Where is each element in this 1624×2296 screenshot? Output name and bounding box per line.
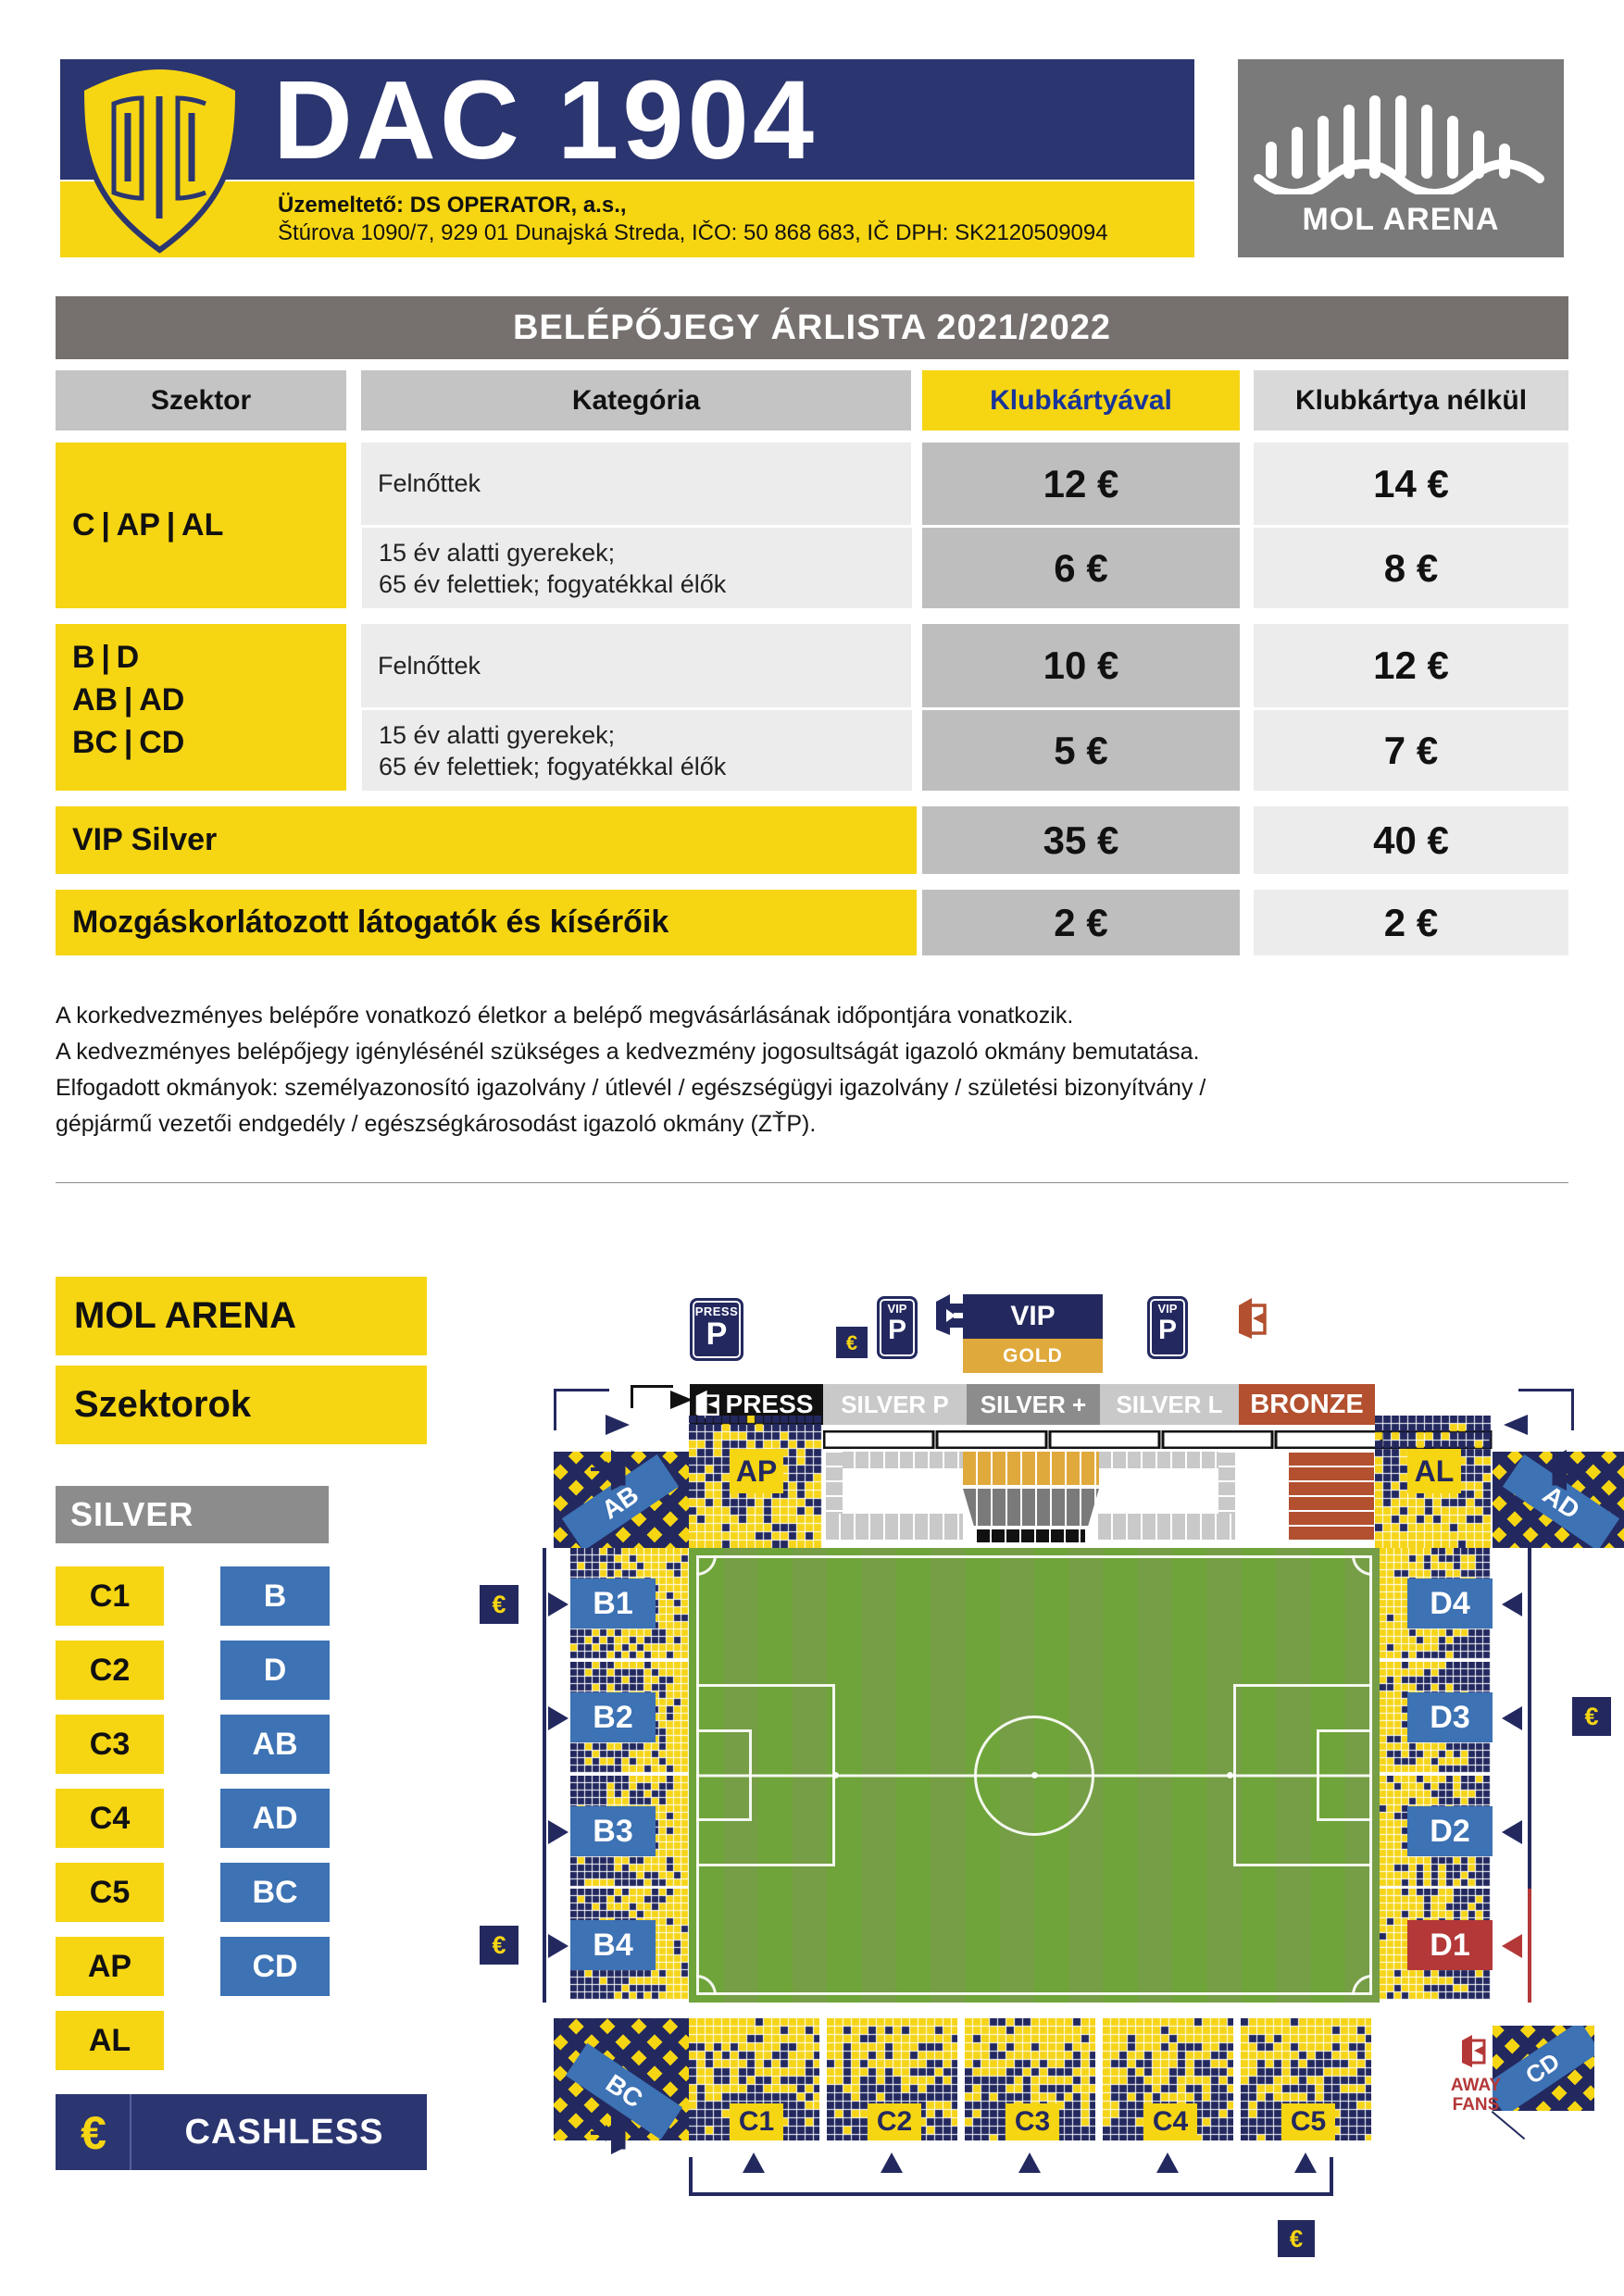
svg-text:€: € (492, 1591, 506, 1618)
svg-text:€: € (846, 1331, 857, 1354)
svg-text:€: € (1584, 1703, 1598, 1730)
svg-text:€: € (492, 1931, 506, 1959)
svg-text:€: € (1290, 2225, 1303, 2252)
